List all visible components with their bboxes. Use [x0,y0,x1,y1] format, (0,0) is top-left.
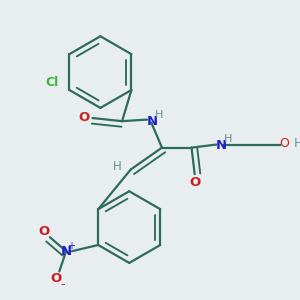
Text: +: + [67,241,75,250]
Text: H: H [224,134,232,144]
Text: -: - [60,278,64,291]
Text: O: O [50,272,62,285]
Text: O: O [279,137,289,150]
Text: O: O [78,111,89,124]
Text: O: O [190,176,201,189]
Text: Cl: Cl [46,76,59,89]
Text: O: O [39,225,50,238]
Text: N: N [146,115,158,128]
Text: H: H [113,160,122,173]
Text: H: H [155,110,163,120]
Text: N: N [61,245,72,258]
Text: N: N [216,139,227,152]
Text: H: H [294,137,300,150]
